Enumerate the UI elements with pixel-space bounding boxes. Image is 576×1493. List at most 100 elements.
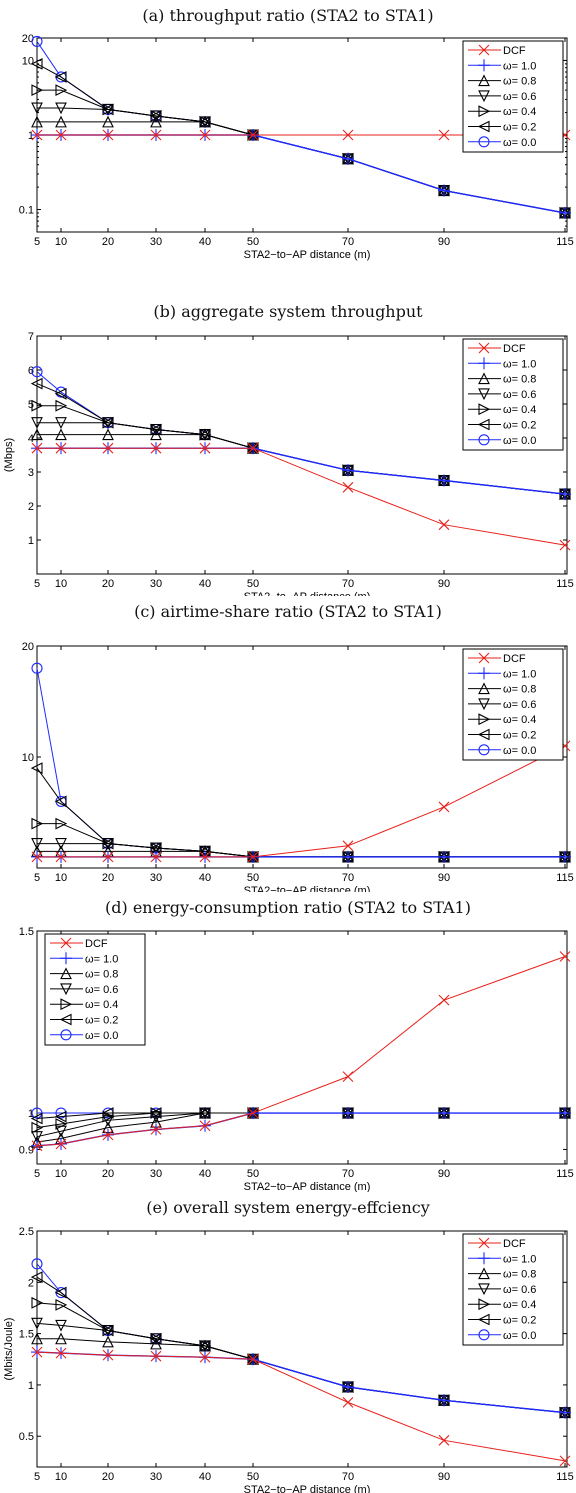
triangle-left-mark: [477, 418, 490, 431]
triangle-shape: [55, 838, 67, 850]
y-tick-label: 10: [22, 752, 34, 764]
x-stroke: [199, 129, 211, 141]
x-stroke: [247, 442, 259, 454]
triangle-shape: [150, 110, 163, 122]
x-tick-label: 70: [342, 236, 354, 248]
plus-mark: [438, 184, 450, 197]
triangle-down-mark: [55, 1125, 67, 1138]
triangle-shape: [102, 115, 114, 128]
x-tick-label: 90: [438, 1168, 450, 1180]
legend-label: ω= 0.0: [503, 745, 536, 757]
plus-mark: [438, 1107, 450, 1120]
legend-label: ω= 0.0: [503, 1330, 536, 1342]
triangle-up-mark: [31, 428, 43, 441]
triangle-shape: [199, 1106, 211, 1119]
y-tick-label: 1.5: [19, 926, 34, 938]
triangle-up-mark: [199, 115, 211, 128]
plus-mark: [478, 357, 490, 370]
triangle-shape: [31, 817, 44, 830]
plus-mark: [478, 1252, 490, 1265]
legend-item: ω= 0.6: [468, 1283, 536, 1296]
triangle-down-mark: [55, 838, 67, 850]
x-stroke: [102, 1349, 114, 1361]
plus-mark: [559, 206, 571, 219]
triangle-shape: [478, 1298, 491, 1311]
legend-item: ω= 0.8: [468, 1267, 536, 1281]
y-tick-label: 1: [28, 130, 34, 142]
legend-item: ω= 0.4: [468, 713, 536, 726]
x-stroke: [438, 1434, 450, 1446]
circle-mark: [478, 744, 490, 756]
triangle-shape: [150, 428, 162, 441]
triangle-shape: [478, 90, 490, 103]
triangle-left-mark: [30, 57, 43, 70]
x-mark: [55, 442, 67, 454]
x-stroke: [55, 442, 67, 454]
triangle-up-mark: [102, 115, 114, 128]
triangle-down-mark: [150, 842, 162, 855]
x-stroke: [102, 851, 114, 863]
circle-mark: [478, 434, 490, 446]
x-tick-label: 5: [34, 578, 40, 590]
x-mark: [478, 342, 490, 354]
triangle-shape: [478, 388, 490, 401]
triangle-shape: [54, 71, 67, 83]
x-stroke: [342, 129, 354, 141]
legend-item: ω= 0.8: [468, 682, 536, 696]
x-mark: [559, 539, 571, 551]
triangle-shape: [31, 1332, 43, 1345]
x-mark: [559, 1455, 571, 1467]
legend-label: ω= 0.4: [503, 714, 536, 726]
triangle-shape: [150, 423, 163, 436]
triangle-left-mark: [477, 728, 490, 741]
legend-label: ω= 0.2: [503, 1315, 536, 1327]
legend-item: ω= 0.6: [468, 90, 536, 103]
x-mark: [31, 442, 43, 454]
triangle-down-mark: [150, 1111, 162, 1123]
x-tick-label: 10: [55, 1471, 67, 1483]
triangle-shape: [477, 728, 490, 741]
triangle-shape: [102, 1335, 114, 1348]
triangle-shape: [30, 1112, 43, 1125]
triangle-down-mark: [31, 1131, 43, 1143]
triangle-up-mark: [60, 967, 72, 980]
circle-mark: [31, 35, 43, 47]
triangle-down-mark: [55, 102, 67, 115]
triangle-shape: [478, 403, 491, 416]
triangle-shape: [150, 842, 162, 855]
x-tick-label: 90: [438, 1471, 450, 1483]
x-stroke: [478, 652, 490, 664]
triangle-down-mark: [478, 1283, 490, 1296]
legend-label: ω= 0.6: [85, 984, 118, 996]
legend: DCF ω= 1.0 ω= 0.8 ω= 0.6 ω= 0.4 ω= 0.2 ω= 0.0: [462, 1233, 564, 1346]
x-stroke: [199, 1351, 211, 1363]
x-mark: [150, 129, 162, 141]
circle-mark: [478, 136, 490, 148]
triangle-down-mark: [478, 698, 490, 711]
x-stroke: [31, 851, 43, 863]
legend-item: ω= 0.4: [50, 998, 118, 1011]
x-tick-label: 115: [556, 872, 574, 884]
triangle-shape: [55, 115, 67, 128]
x-stroke: [150, 1124, 162, 1135]
circle-mark: [60, 1029, 72, 1041]
triangle-up-mark: [55, 428, 67, 441]
y-tick-label: 7: [28, 331, 34, 343]
triangle-down-mark: [55, 417, 67, 429]
y-tick-label: 20: [22, 33, 34, 45]
triangle-shape: [478, 372, 490, 385]
legend-item: DCF: [468, 652, 526, 665]
triangle-shape: [150, 115, 162, 128]
legend-item: ω= 0.8: [50, 967, 118, 981]
x-tick-label: 10: [55, 872, 67, 884]
legend-box: [462, 648, 564, 761]
legend-label: ω= 0.4: [85, 999, 118, 1011]
triangle-shape: [55, 417, 67, 429]
circle-mark: [31, 662, 43, 674]
x-stroke: [55, 129, 67, 141]
triangle-left-mark: [477, 1313, 490, 1326]
triangle-shape: [199, 428, 211, 441]
triangle-up-mark: [478, 74, 490, 87]
y-tick-label: 10: [22, 55, 34, 67]
triangle-shape: [478, 1267, 490, 1280]
